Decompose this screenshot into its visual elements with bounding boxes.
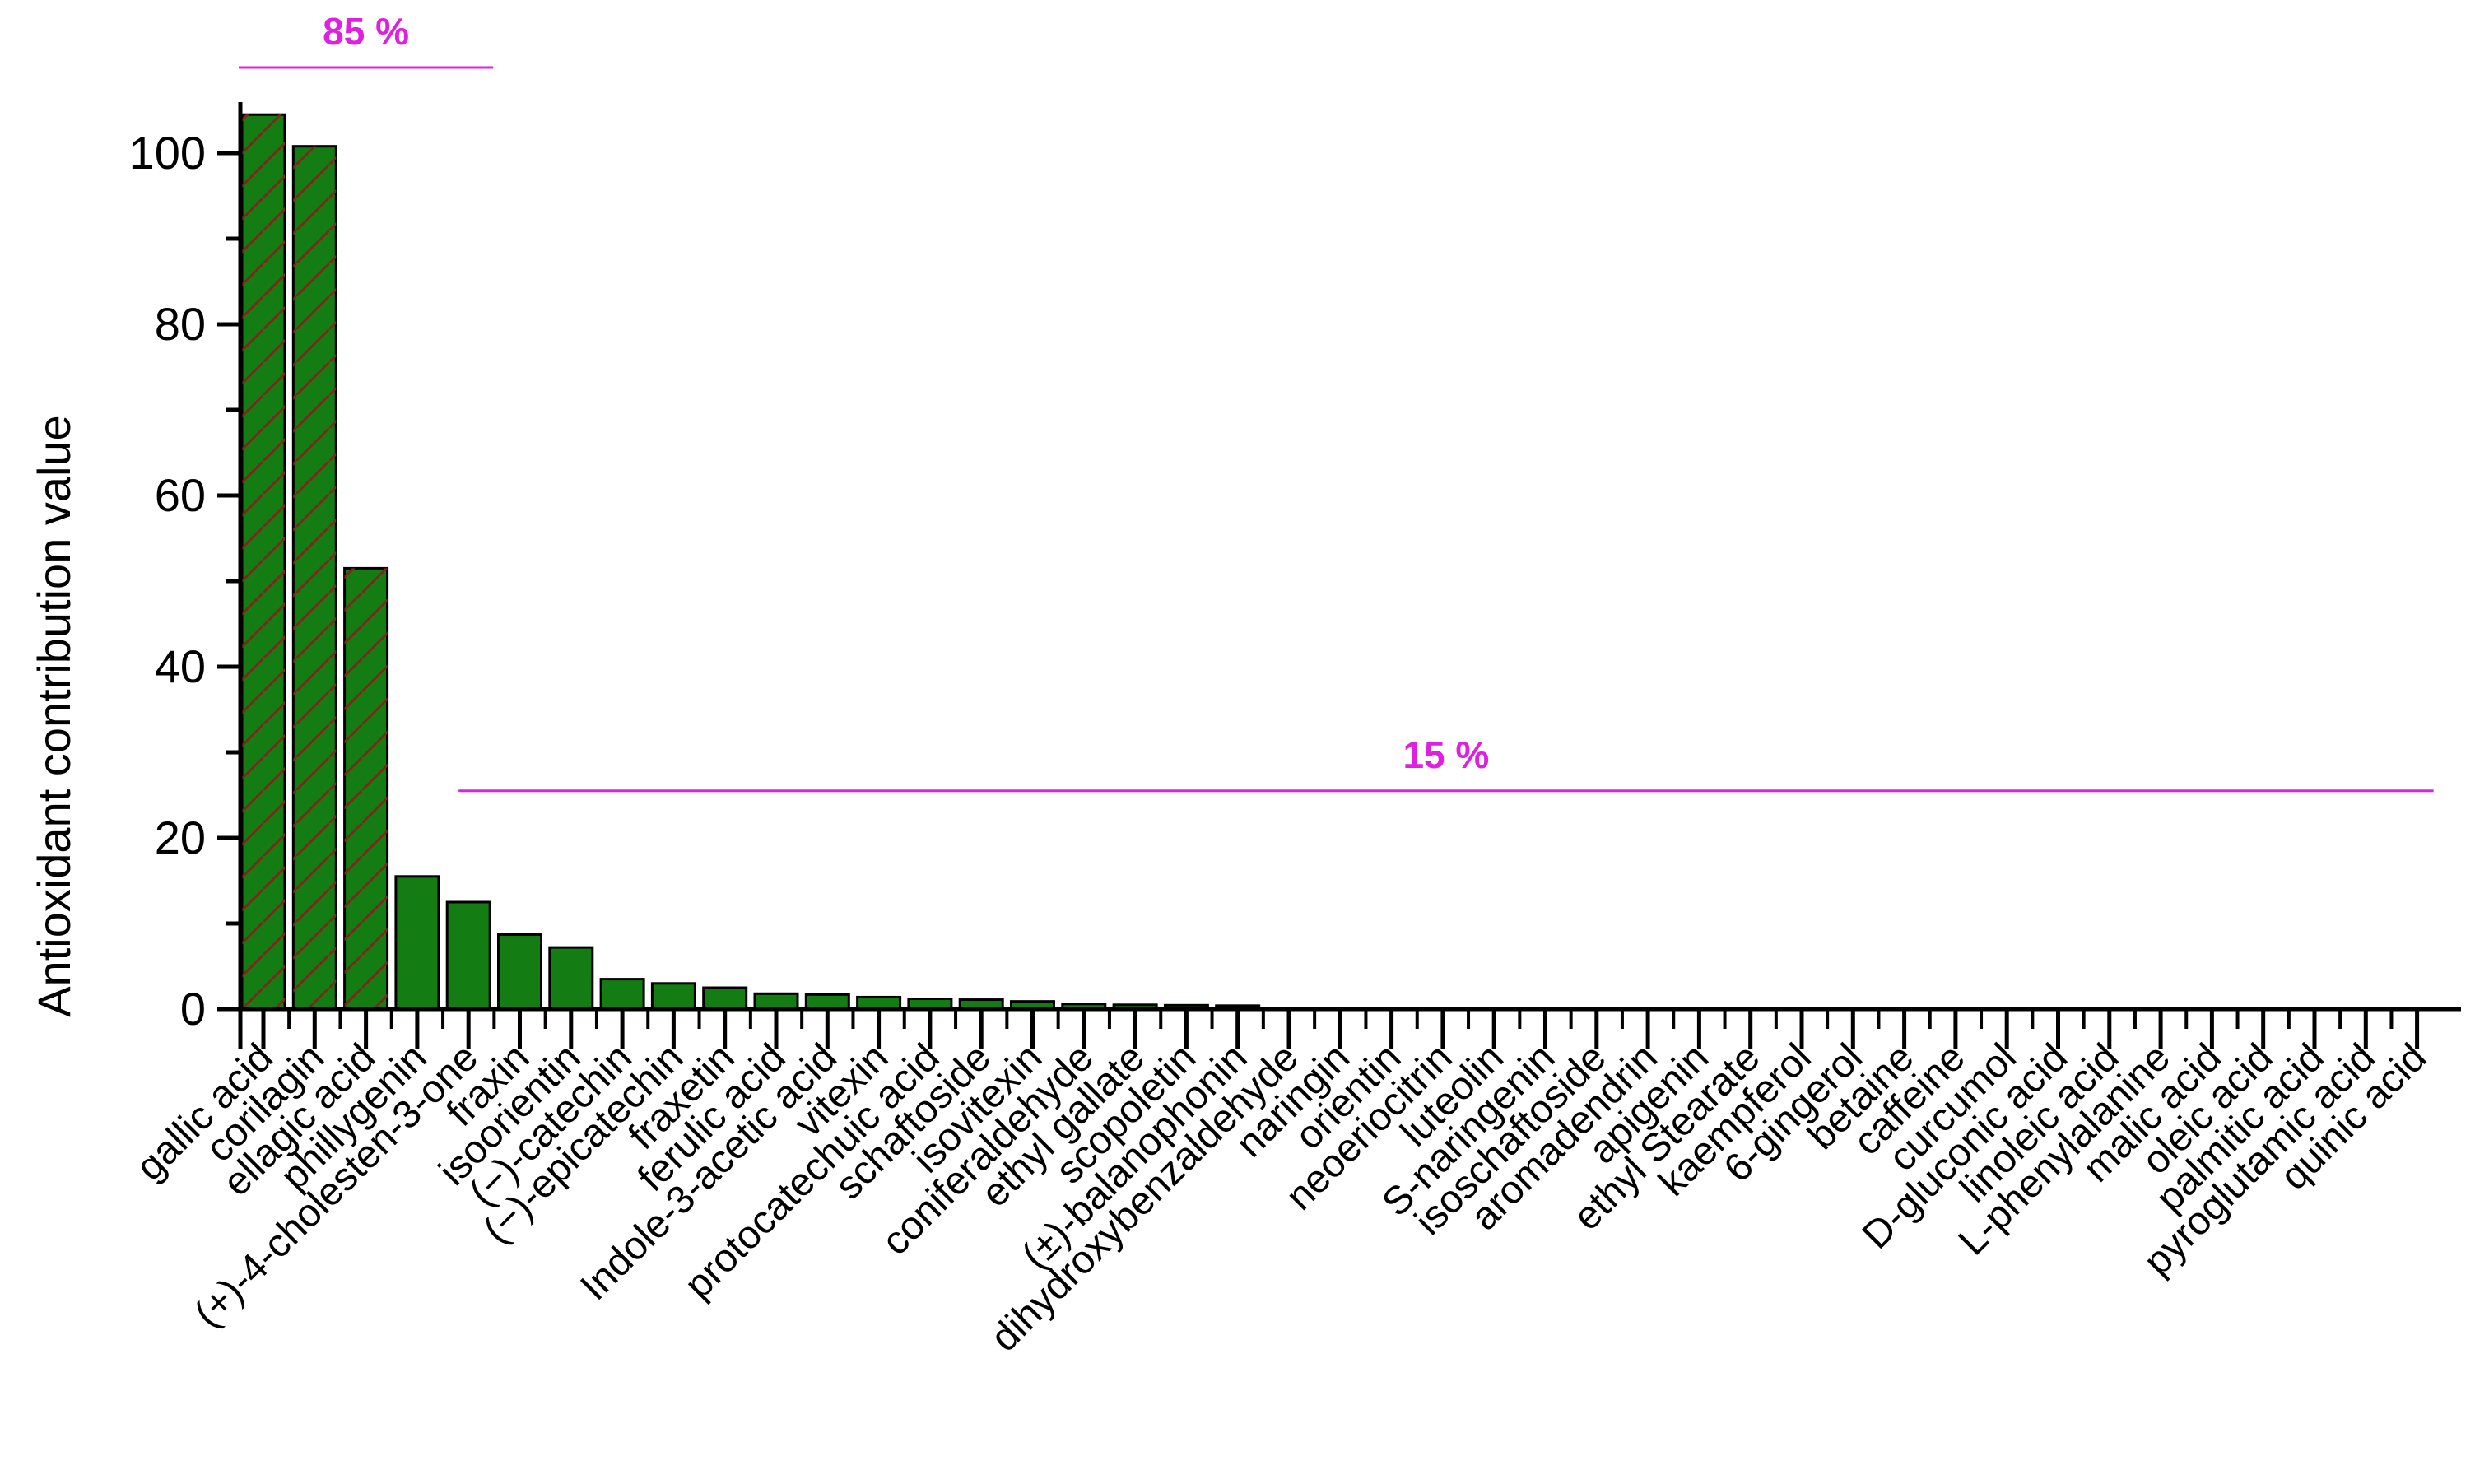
annotation-label: 85 % — [323, 10, 409, 53]
y-tick-label: 40 — [155, 640, 206, 692]
bar — [394, 875, 440, 1011]
axes — [217, 102, 2461, 1049]
bar — [497, 933, 542, 1011]
bars — [240, 113, 1312, 1011]
bar-hatch — [293, 146, 337, 1010]
bar — [804, 993, 850, 1011]
annotation-label: 15 % — [1403, 733, 1489, 776]
bar-hatch — [344, 568, 388, 1009]
bar — [753, 992, 799, 1011]
bar — [445, 900, 491, 1011]
annotations: 85 % 15 % — [239, 10, 2434, 793]
y-tick-label: 60 — [155, 469, 206, 521]
y-tick-label: 0 — [180, 983, 206, 1035]
bar — [599, 978, 645, 1011]
y-tick-labels: 0 20 40 60 80 100 — [129, 127, 206, 1035]
y-tick-label: 80 — [155, 298, 206, 350]
y-tick-label: 100 — [129, 127, 206, 179]
y-axis-label: Antioxidant contribution value — [28, 415, 80, 1017]
bar-hatch — [242, 114, 285, 1010]
bar — [702, 986, 748, 1011]
bar — [548, 946, 594, 1011]
bar — [650, 982, 696, 1011]
y-tick-label: 20 — [155, 812, 206, 863]
